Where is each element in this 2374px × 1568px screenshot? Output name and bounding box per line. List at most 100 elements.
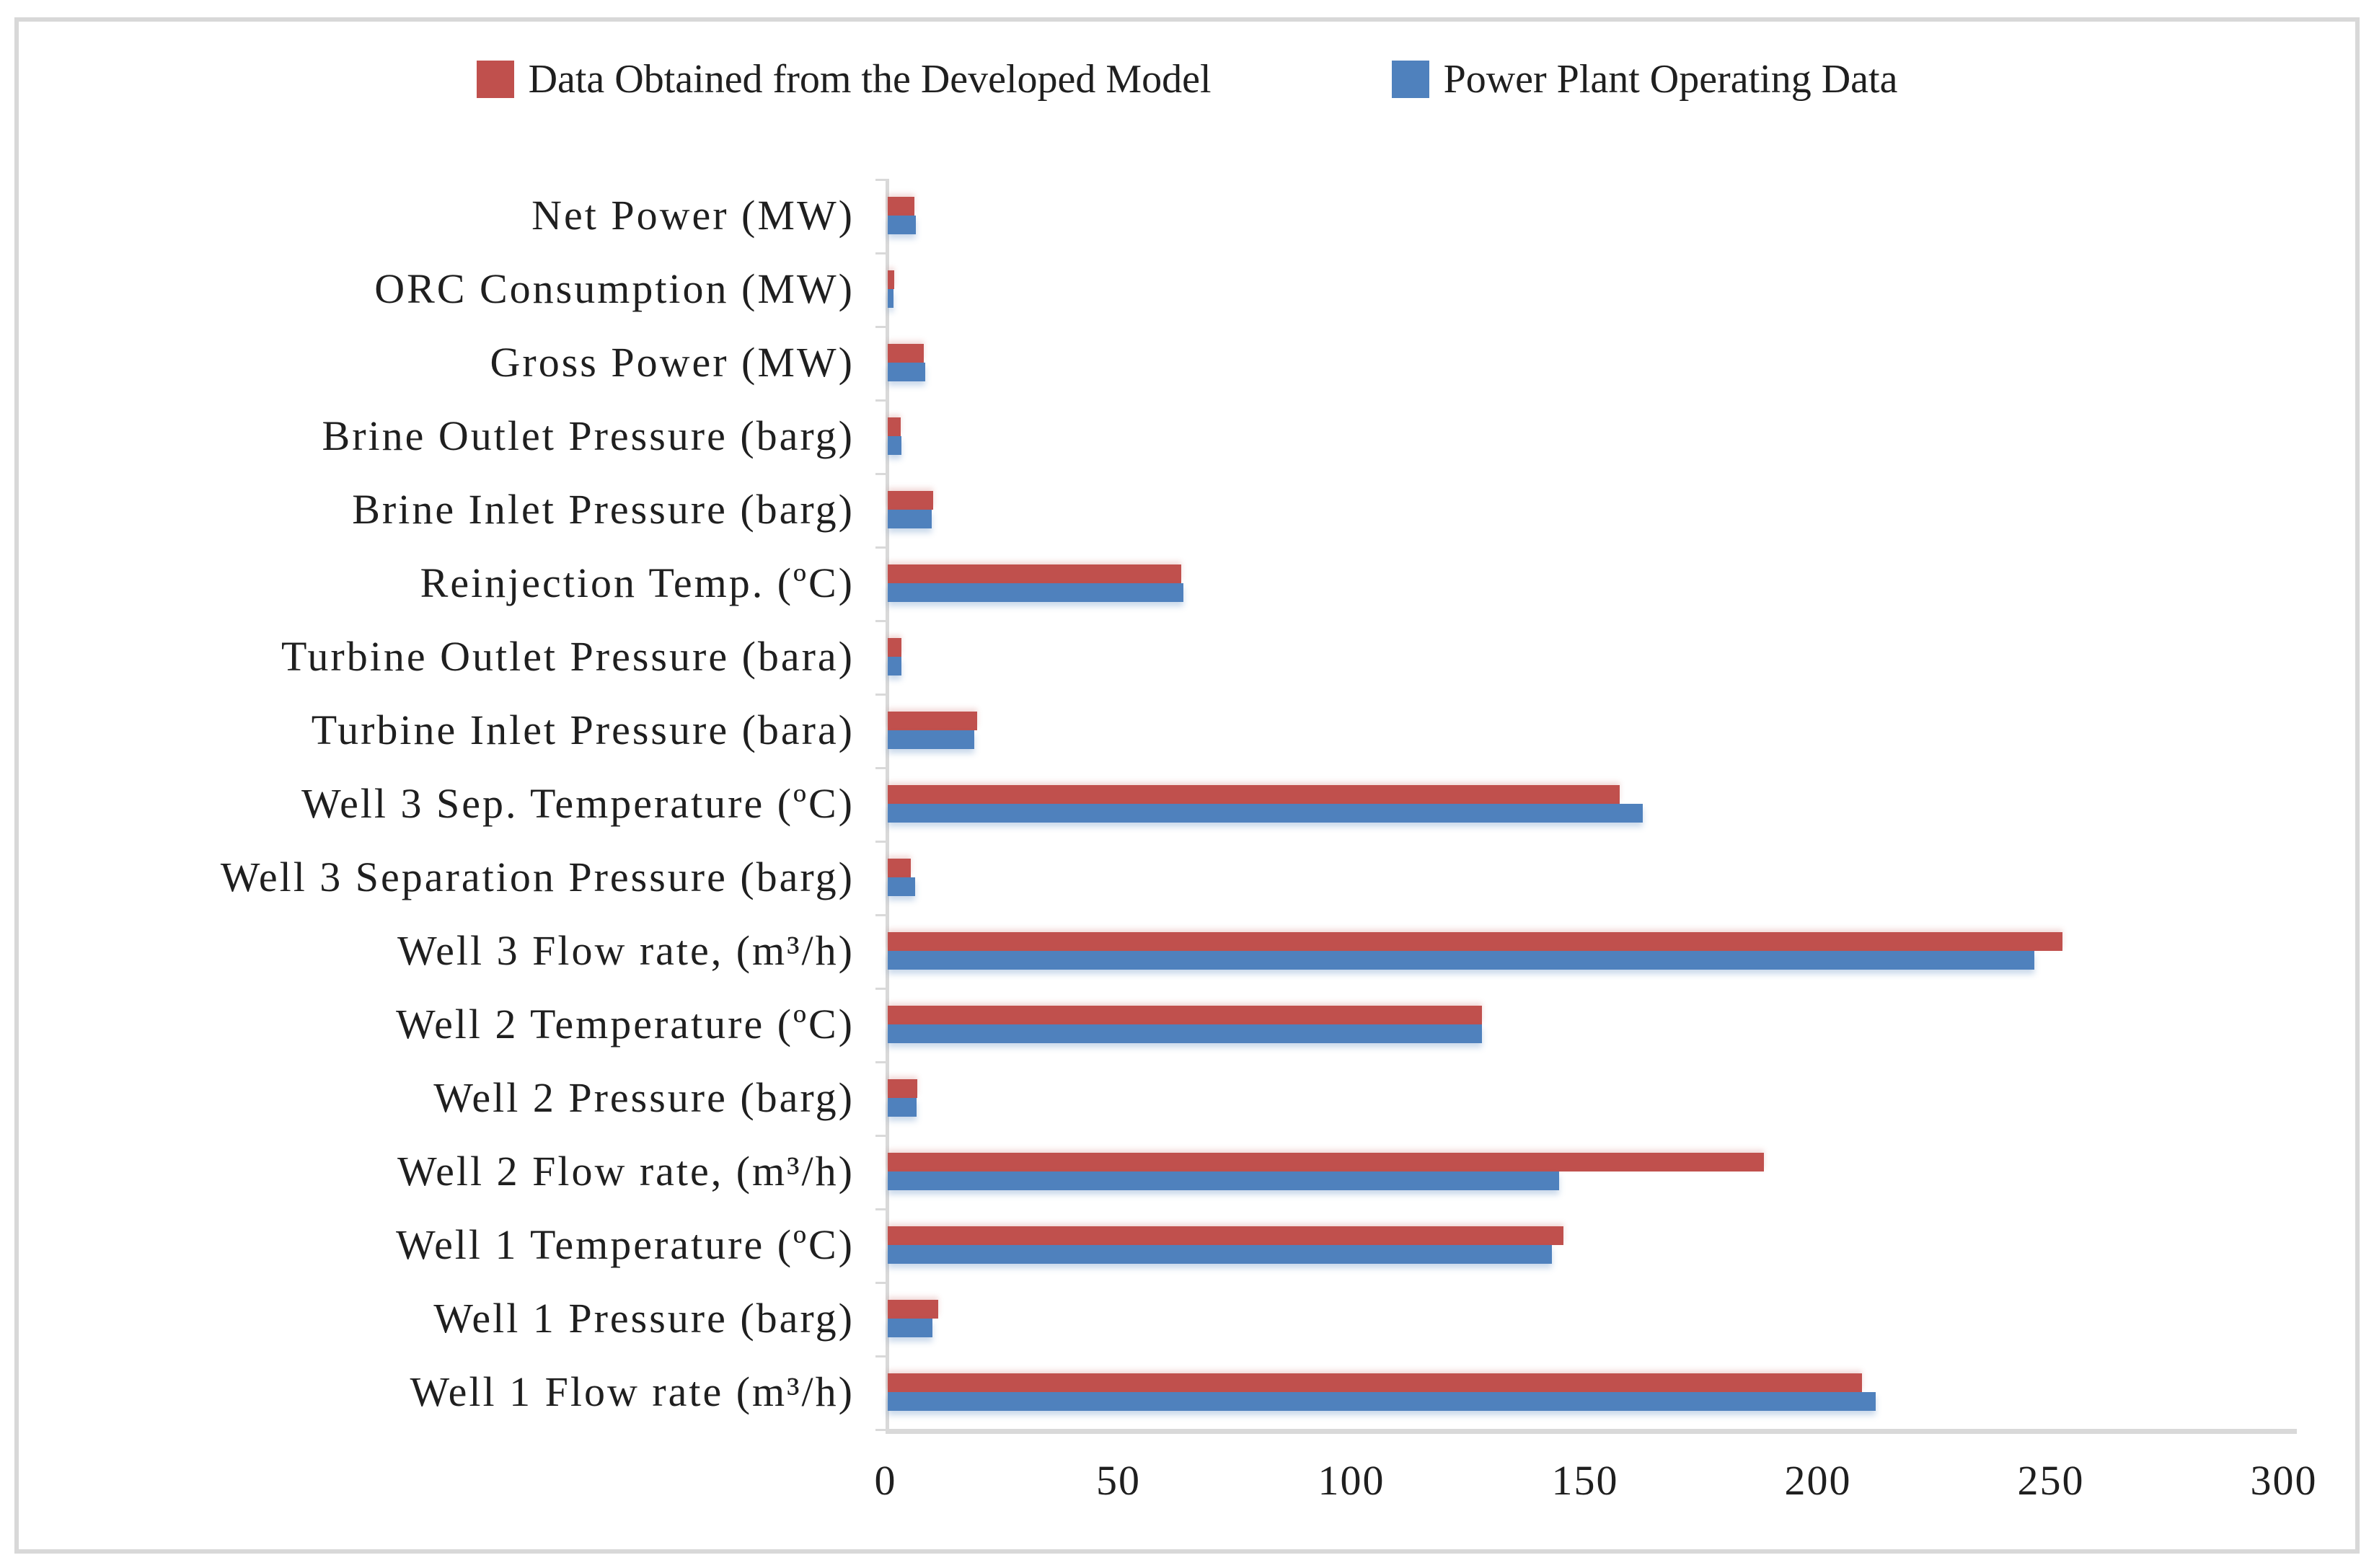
legend-label-plant: Power Plant Operating Data [1443, 57, 1898, 102]
chart-legend: Data Obtained from the Developed Model P… [0, 56, 2374, 102]
plant-bar [888, 657, 901, 676]
category-label: Well 1 Temperature (ºC) [395, 1221, 855, 1268]
model-bar [888, 1300, 938, 1319]
model-bar [888, 270, 894, 289]
plant-series-swatch-icon [1391, 61, 1429, 98]
plant-bar [888, 289, 893, 308]
category-row: Net Power (MW) [0, 179, 2374, 252]
x-tick-label: 50 [1096, 1457, 1141, 1504]
model-bar [888, 1006, 1482, 1024]
category-label: Well 2 Flow rate, (m³/h) [397, 1148, 855, 1195]
category-label: Turbine Outlet Pressure (bara) [281, 633, 855, 680]
plant-bar [888, 730, 974, 749]
y-axis-tick-mark [875, 620, 887, 622]
plant-bar [888, 1245, 1552, 1264]
x-tick-label: 300 [2250, 1457, 2318, 1504]
plant-bar [888, 1319, 932, 1337]
category-row: Well 2 Flow rate, (m³/h) [0, 1135, 2374, 1208]
legend-label-model: Data Obtained from the Developed Model [528, 57, 1212, 102]
category-label: Well 1 Pressure (barg) [433, 1295, 855, 1342]
y-axis-tick-mark [875, 546, 887, 549]
plant-bar [888, 804, 1643, 823]
category-label: Well 3 Sep. Temperature (ºC) [301, 780, 855, 827]
model-bar [888, 1226, 1563, 1245]
plant-bar [888, 510, 932, 528]
model-bar [888, 417, 901, 436]
model-bar [888, 491, 933, 510]
y-axis-tick-mark [875, 1282, 887, 1284]
x-tick-label: 250 [2017, 1457, 2085, 1504]
plant-bar [888, 1024, 1482, 1043]
y-axis-tick-mark [875, 841, 887, 843]
model-series-swatch-icon [476, 61, 514, 98]
category-label: Brine Outlet Pressure (barg) [322, 412, 855, 459]
plant-bar [888, 951, 2034, 970]
category-row: Brine Outlet Pressure (barg) [0, 399, 2374, 473]
x-axis-line [886, 1429, 2297, 1434]
model-bar [888, 785, 1620, 804]
plant-bar [888, 877, 915, 896]
category-label: Well 2 Temperature (ºC) [395, 1001, 855, 1047]
category-label: ORC Consumption (MW) [374, 265, 855, 312]
y-axis-tick-mark [875, 1355, 887, 1357]
model-bar [888, 1153, 1764, 1171]
category-row: Gross Power (MW) [0, 326, 2374, 399]
model-bar [888, 859, 911, 877]
category-label: Brine Inlet Pressure (barg) [352, 486, 855, 533]
model-bar [888, 712, 977, 730]
category-row: Well 1 Flow rate (m³/h) [0, 1355, 2374, 1429]
category-row: Turbine Inlet Pressure (bara) [0, 694, 2374, 767]
category-row: Turbine Outlet Pressure (bara) [0, 620, 2374, 694]
plant-bar [888, 363, 925, 381]
plant-bar [888, 583, 1183, 602]
category-row: ORC Consumption (MW) [0, 252, 2374, 326]
category-label: Well 3 Flow rate, (m³/h) [397, 927, 855, 974]
y-axis-tick-mark [875, 988, 887, 990]
legend-item-plant: Power Plant Operating Data [1391, 56, 1898, 102]
plant-bar [888, 436, 901, 455]
category-label: Net Power (MW) [531, 192, 855, 239]
plant-bar [888, 1392, 1876, 1411]
y-axis-tick-mark [875, 694, 887, 696]
plant-bar [888, 216, 916, 234]
category-row: Well 3 Sep. Temperature (ºC) [0, 767, 2374, 841]
y-axis-tick-mark [875, 914, 887, 916]
category-row: Well 2 Temperature (ºC) [0, 988, 2374, 1061]
category-row: Reinjection Temp. (ºC) [0, 546, 2374, 620]
model-bar [888, 564, 1181, 583]
category-label: Well 1 Flow rate (m³/h) [410, 1368, 855, 1415]
y-axis-tick-mark [875, 1208, 887, 1210]
model-bar [888, 638, 901, 657]
plant-bar [888, 1098, 917, 1117]
y-axis-line [886, 179, 889, 1429]
model-bar [888, 197, 914, 216]
model-bar [888, 1373, 1862, 1392]
y-axis-tick-mark [875, 1135, 887, 1137]
category-label: Well 2 Pressure (barg) [433, 1074, 855, 1121]
category-label: Turbine Inlet Pressure (bara) [311, 707, 855, 753]
category-row: Brine Inlet Pressure (barg) [0, 473, 2374, 546]
y-axis-tick-mark [875, 399, 887, 402]
model-bar [888, 344, 924, 363]
x-tick-label: 100 [1318, 1457, 1385, 1504]
y-axis-tick-mark [875, 473, 887, 475]
y-axis-tick-mark [875, 1429, 887, 1431]
y-axis-tick-mark [875, 179, 887, 181]
y-axis-tick-mark [875, 326, 887, 328]
category-label: Well 3 Separation Pressure (barg) [220, 854, 855, 900]
category-row: Well 3 Separation Pressure (barg) [0, 841, 2374, 914]
x-tick-label: 150 [1551, 1457, 1619, 1504]
category-row: Well 3 Flow rate, (m³/h) [0, 914, 2374, 988]
x-tick-label: 200 [1784, 1457, 1852, 1504]
y-axis-tick-mark [875, 1061, 887, 1063]
category-row: Well 1 Pressure (barg) [0, 1282, 2374, 1355]
model-bar [888, 1079, 917, 1098]
legend-item-model: Data Obtained from the Developed Model [476, 56, 1212, 102]
category-label: Gross Power (MW) [490, 339, 855, 386]
model-bar [888, 932, 2062, 951]
plant-bar [888, 1171, 1559, 1190]
y-axis-tick-mark [875, 252, 887, 254]
category-row: Well 1 Temperature (ºC) [0, 1208, 2374, 1282]
category-row: Well 2 Pressure (barg) [0, 1061, 2374, 1135]
